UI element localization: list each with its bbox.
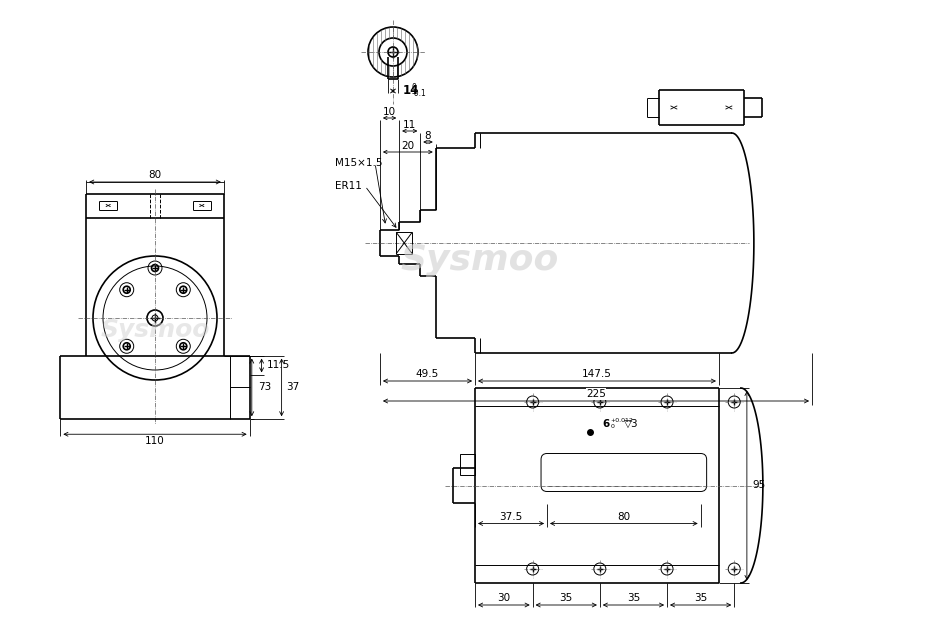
Text: 0: 0 bbox=[412, 83, 417, 92]
Text: 35: 35 bbox=[627, 593, 640, 603]
Text: Sysmoo: Sysmoo bbox=[100, 318, 210, 342]
Text: 49.5: 49.5 bbox=[416, 369, 439, 379]
Bar bbox=[460, 454, 475, 475]
Text: 37: 37 bbox=[286, 382, 299, 392]
Text: 73: 73 bbox=[258, 382, 271, 392]
Text: 37.5: 37.5 bbox=[500, 511, 523, 522]
Text: ▽3: ▽3 bbox=[624, 419, 639, 429]
Text: ER11: ER11 bbox=[335, 181, 362, 191]
Text: 20: 20 bbox=[401, 141, 414, 151]
Text: 8: 8 bbox=[425, 131, 431, 141]
Text: 35: 35 bbox=[560, 593, 573, 603]
Text: +0.012: +0.012 bbox=[610, 417, 633, 422]
Text: 11.5: 11.5 bbox=[267, 361, 290, 371]
Text: 30: 30 bbox=[497, 593, 511, 603]
Text: 80: 80 bbox=[148, 170, 161, 180]
Text: 35: 35 bbox=[694, 593, 707, 603]
Text: 80: 80 bbox=[617, 511, 630, 522]
Text: 11: 11 bbox=[403, 120, 416, 130]
Text: 14: 14 bbox=[403, 85, 419, 97]
Text: 225: 225 bbox=[586, 389, 606, 399]
Text: 0: 0 bbox=[610, 424, 614, 429]
Text: 147.5: 147.5 bbox=[582, 369, 612, 379]
Text: 6: 6 bbox=[603, 419, 609, 429]
Text: M15×1.5: M15×1.5 bbox=[335, 158, 383, 168]
Text: 110: 110 bbox=[146, 436, 165, 446]
Text: 95: 95 bbox=[752, 481, 765, 490]
Text: Sysmoo: Sysmoo bbox=[400, 243, 559, 277]
Text: 10: 10 bbox=[383, 107, 396, 117]
Text: -0.1: -0.1 bbox=[412, 90, 426, 99]
